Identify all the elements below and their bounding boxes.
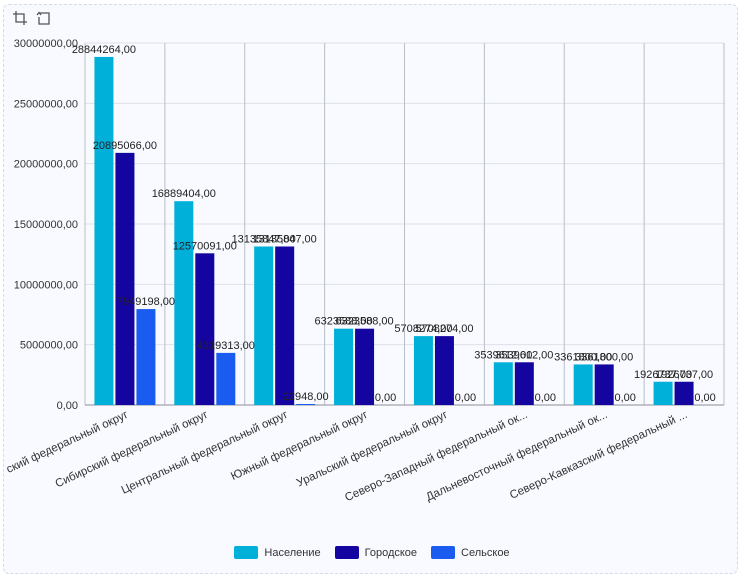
bar[interactable] bbox=[674, 381, 694, 405]
data-label: 0,00 bbox=[535, 392, 556, 404]
x-category-label: Южный федеральный округ bbox=[229, 409, 370, 483]
crop-icon[interactable] bbox=[12, 10, 28, 26]
x-category-label: ский федеральный округ bbox=[5, 409, 131, 476]
data-label: 0,00 bbox=[694, 392, 715, 404]
restore-icon[interactable] bbox=[36, 10, 52, 26]
bar[interactable] bbox=[195, 253, 215, 405]
legend-swatch bbox=[334, 546, 359, 559]
data-label: 16889404,00 bbox=[152, 188, 216, 200]
bar[interactable] bbox=[514, 362, 534, 405]
data-label: 5708274,00 bbox=[394, 323, 452, 335]
data-label: 3361800,00 bbox=[554, 351, 612, 363]
x-category-label: Уральский федеральный округ bbox=[295, 409, 450, 490]
y-tick-label: 10000000,00 bbox=[14, 279, 78, 291]
legend-item[interactable]: Городское bbox=[334, 546, 418, 559]
data-label: 3361800,00 bbox=[575, 351, 633, 363]
bar[interactable] bbox=[334, 328, 354, 405]
bar-chart: 0,00 5000000,00 10000000,00 15000000,00 2000… bbox=[5, 38, 725, 504]
bar[interactable] bbox=[413, 336, 433, 405]
bar[interactable] bbox=[594, 364, 614, 405]
data-label: 13135847,00 bbox=[232, 233, 296, 245]
data-label: 1926737,00 bbox=[655, 369, 713, 381]
y-tick-label: 5000000,00 bbox=[20, 340, 78, 352]
legend-item[interactable]: Сельское bbox=[431, 546, 510, 559]
bar[interactable] bbox=[296, 404, 316, 405]
bar[interactable] bbox=[653, 381, 673, 405]
data-label: 0,00 bbox=[455, 392, 476, 404]
data-label: 4319313,00 bbox=[197, 340, 255, 352]
chart-toolbar bbox=[12, 10, 52, 26]
data-label: 28844264,00 bbox=[72, 44, 136, 56]
data-label: 22948,00 bbox=[283, 391, 329, 403]
bar[interactable] bbox=[115, 152, 135, 405]
data-label: 0,00 bbox=[375, 392, 396, 404]
legend-label: Городское bbox=[364, 546, 418, 559]
data-label: 5708274,00 bbox=[415, 323, 473, 335]
data-label: 6323588,00 bbox=[315, 316, 373, 328]
y-tick-label: 20000000,00 bbox=[14, 159, 78, 171]
y-tick-label: 15000000,00 bbox=[14, 219, 78, 231]
bar[interactable] bbox=[136, 309, 156, 405]
y-tick-label: 30000000,00 bbox=[14, 38, 78, 50]
bar[interactable] bbox=[355, 328, 375, 405]
bar[interactable] bbox=[254, 246, 274, 405]
x-category-label: Сибирский федеральный округ bbox=[54, 409, 210, 490]
data-label: 20895066,00 bbox=[93, 140, 157, 152]
bar[interactable] bbox=[216, 352, 236, 405]
bar[interactable] bbox=[493, 362, 513, 405]
y-tick-label: 0,00 bbox=[57, 400, 78, 412]
bar[interactable] bbox=[434, 336, 454, 405]
data-label: 12570091,00 bbox=[173, 240, 237, 252]
bar[interactable] bbox=[94, 56, 114, 405]
legend-swatch bbox=[234, 546, 259, 559]
data-label: 6323588,00 bbox=[336, 316, 394, 328]
data-label: 1926737,00 bbox=[634, 369, 692, 381]
legend-label: Население bbox=[264, 546, 321, 559]
data-label: 13135847,00 bbox=[253, 233, 317, 245]
legend-item[interactable]: Население bbox=[234, 546, 321, 559]
data-label: 3539612,00 bbox=[474, 349, 532, 361]
bar[interactable] bbox=[275, 246, 295, 405]
chart-legend: Население Городское Сельское bbox=[0, 546, 744, 559]
bar[interactable] bbox=[174, 201, 194, 405]
data-label: 7949198,00 bbox=[117, 296, 175, 308]
bar[interactable] bbox=[573, 364, 593, 405]
y-tick-label: 25000000,00 bbox=[14, 98, 78, 110]
legend-label: Сельское bbox=[461, 546, 510, 559]
legend-swatch bbox=[431, 546, 456, 559]
data-label: 3539612,00 bbox=[495, 349, 553, 361]
data-label: 0,00 bbox=[614, 392, 635, 404]
